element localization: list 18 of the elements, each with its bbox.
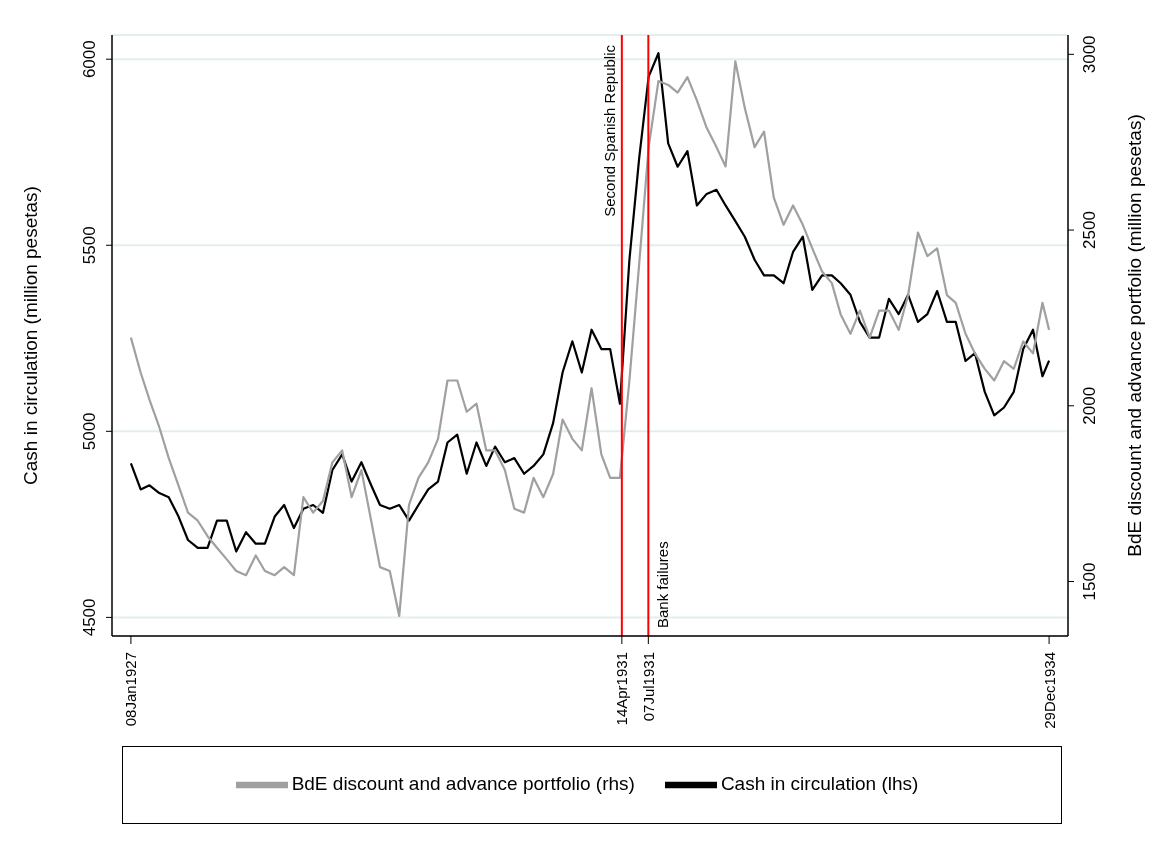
y2-tick-label: 2000 (1080, 386, 1100, 425)
x-tick-label: 14Apr1931 (613, 652, 631, 726)
y-tick-label: 5000 (80, 412, 100, 451)
legend-label: Cash in circulation (lhs) (720, 773, 919, 795)
y2-tick-label: 2500 (1080, 211, 1100, 249)
ref-line-label: Bank failures (653, 541, 671, 628)
legend-label: BdE discount and advance portfolio (rhs) (291, 773, 635, 795)
y-tick-label: 6000 (80, 40, 100, 79)
x-tick-label: 29Dec1934 (1040, 652, 1058, 729)
y-axis-title: Cash in circulation (million pesetas) (19, 186, 41, 485)
y-tick-label: 4500 (80, 598, 100, 637)
y2-axis-title: BdE discount and advance portfolio (million pesetas) (1123, 114, 1145, 557)
y2-tick-label: 3000 (1080, 35, 1100, 74)
y2-tick-label: 1500 (1080, 562, 1100, 601)
x-tick-label: 07Jul1931 (639, 652, 657, 722)
y-tick-label: 5500 (80, 226, 100, 265)
x-tick-label: 08Jan1927 (122, 652, 140, 727)
ref-line-label: Second Spanish Republic (601, 44, 619, 217)
